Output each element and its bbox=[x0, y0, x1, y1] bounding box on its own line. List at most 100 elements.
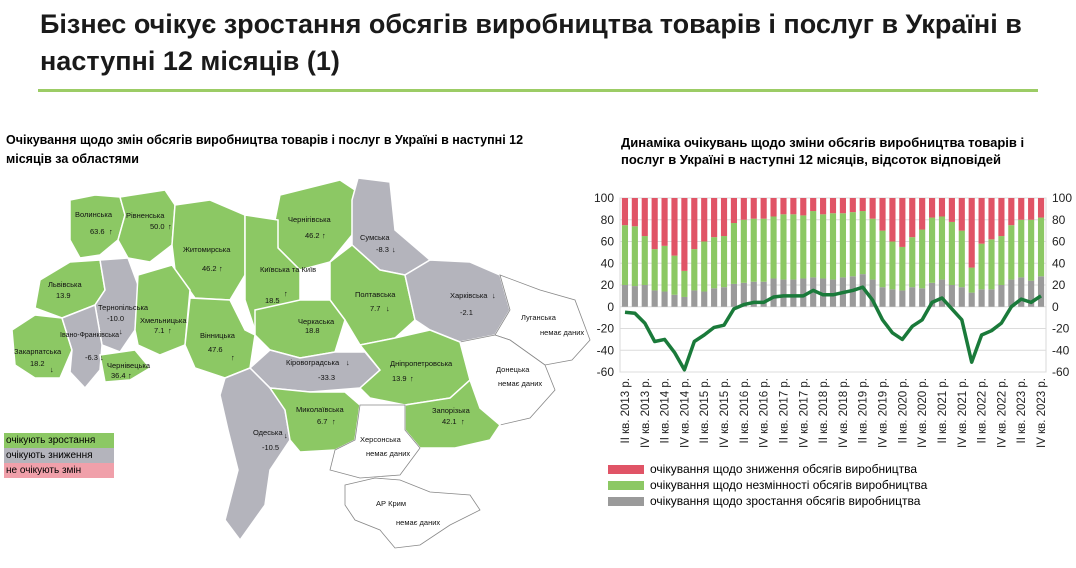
bar-segment bbox=[681, 198, 688, 271]
label-chernihivska: Чернігівська bbox=[288, 215, 332, 224]
bar-segment bbox=[820, 278, 827, 307]
region-shape-zakarpatska bbox=[11, 314, 73, 379]
bar-segment bbox=[899, 198, 906, 247]
x-tick-label: IV кв. 2023 р. bbox=[1036, 378, 1048, 448]
bar-segment bbox=[958, 230, 965, 288]
arrow-chernivetska: ↑ bbox=[128, 371, 132, 380]
y-tick-left: 60 bbox=[601, 235, 615, 249]
x-tick-label: IV кв. 2015 р. bbox=[719, 378, 731, 448]
y-tick-left: 20 bbox=[601, 278, 615, 292]
label-crimea: АР Крим bbox=[376, 499, 406, 508]
value-zakarpatska: 18.2 bbox=[30, 359, 45, 368]
label-lvivska: Львівська bbox=[48, 280, 82, 289]
x-tick-label: IV кв. 2022 р. bbox=[996, 378, 1008, 448]
chart-title: Динаміка очікувань щодо зміни обсягів ви… bbox=[621, 135, 1025, 167]
region-shape-khmelnytska bbox=[134, 264, 191, 356]
map-legend-growth: очікують зростання bbox=[4, 433, 114, 448]
chart-legend-decline: очікування щодо зниження обсягів виробни… bbox=[608, 462, 917, 476]
bar-segment bbox=[909, 237, 916, 288]
label-kharkivska: Харківська bbox=[450, 291, 488, 300]
x-tick-label: II кв. 2015 р. bbox=[699, 378, 711, 444]
bar-segment bbox=[839, 198, 846, 214]
bar-segment bbox=[750, 281, 757, 307]
label-rivnenska: Рівненська bbox=[126, 211, 165, 220]
chart-legend-growth: очікування щодо зростання обсягів виробн… bbox=[608, 494, 920, 508]
bar-segment bbox=[750, 218, 757, 282]
bar-segment bbox=[770, 216, 777, 279]
x-tick-label: IV кв. 2021 р. bbox=[957, 378, 969, 448]
y-tick-left: 100 bbox=[594, 191, 614, 205]
bar-segment bbox=[968, 292, 975, 307]
bar-segment bbox=[859, 198, 866, 212]
bar-segment bbox=[869, 279, 876, 307]
label-khmelnytska: Хмельницька bbox=[140, 316, 187, 325]
label-kirovohradska: Кіровоградська bbox=[286, 358, 340, 367]
bar-segment bbox=[701, 291, 708, 307]
arrow-chernihivska: ↑ bbox=[322, 231, 326, 240]
bar-segment bbox=[740, 219, 747, 283]
label-kyivska: Київська та Київ bbox=[260, 265, 316, 274]
value-crimea: немає даних bbox=[396, 518, 440, 527]
value-sumska: -8.3 bbox=[376, 245, 389, 254]
bar-segment bbox=[631, 286, 638, 307]
bar-segment bbox=[859, 211, 866, 275]
label-dnipropetrovska: Дніпропетровська bbox=[390, 359, 453, 368]
x-tick-label: II кв. 2019 р. bbox=[858, 378, 870, 444]
value-khmelnytska: 7.1 bbox=[154, 326, 164, 335]
bar-segment bbox=[621, 225, 629, 285]
bar-segment bbox=[1008, 279, 1015, 307]
y-tick-left: 40 bbox=[601, 256, 615, 270]
region-shape-khersonska bbox=[329, 404, 421, 479]
bar-segment bbox=[780, 198, 787, 215]
bar-segment bbox=[631, 226, 638, 287]
y-tick-right: -40 bbox=[1052, 343, 1070, 357]
label-sumska: Сумська bbox=[360, 233, 390, 242]
bar-segment bbox=[958, 287, 965, 307]
value-volynska: 63.6 bbox=[90, 227, 105, 236]
bar-segment bbox=[938, 216, 946, 280]
label-luhanska: Луганська bbox=[521, 313, 557, 322]
bar-segment bbox=[750, 198, 757, 219]
bar-segment bbox=[760, 281, 767, 307]
y-tick-right: -60 bbox=[1052, 365, 1070, 379]
bar-segment bbox=[720, 198, 728, 237]
x-tick-label: II кв. 2013 р. bbox=[620, 378, 632, 444]
bar-segment bbox=[1028, 198, 1035, 220]
bar-segment bbox=[681, 296, 688, 307]
arrow-kyivska: ↑ bbox=[284, 289, 288, 298]
bar-segment bbox=[1028, 219, 1035, 281]
bar-segment bbox=[978, 198, 985, 244]
label-ternopilska: Тернопільська bbox=[98, 303, 149, 312]
bar-segment bbox=[1018, 277, 1025, 307]
bar-segment bbox=[869, 198, 876, 219]
value-kyivska: 18.5 bbox=[265, 296, 280, 305]
bar-segment bbox=[829, 198, 837, 214]
value-khersonska: немає даних bbox=[366, 449, 410, 458]
x-tick-label: II кв. 2020 р. bbox=[897, 378, 909, 444]
bar-segment bbox=[909, 287, 916, 307]
bar-segment bbox=[998, 285, 1005, 307]
bar-segment bbox=[998, 198, 1005, 237]
bar-segment bbox=[1018, 219, 1025, 278]
label-mykolaivska: Миколаївська bbox=[296, 405, 344, 414]
bar-segment bbox=[928, 217, 936, 283]
value-rivnenska: 50.0 bbox=[150, 222, 165, 231]
bar-segment bbox=[730, 283, 738, 307]
region-shape-rivnenska bbox=[117, 189, 176, 263]
label-donetska: Донецька bbox=[496, 365, 530, 374]
bar-segment bbox=[1018, 198, 1025, 220]
bar-segment bbox=[790, 198, 797, 215]
bar-segment bbox=[720, 236, 728, 288]
bar-segment bbox=[829, 213, 837, 280]
x-tick-label: IV кв. 2013 р. bbox=[640, 378, 652, 448]
y-tick-left: -40 bbox=[597, 343, 615, 357]
map-legend-nochange: не очікують змін bbox=[4, 463, 114, 478]
region-shape-crimea bbox=[344, 477, 481, 549]
label-cherkaska: Черкаська bbox=[298, 317, 335, 326]
label-volynska: Волинська bbox=[75, 210, 113, 219]
value-vinnytska: 47.6 bbox=[208, 345, 223, 354]
bar-segment bbox=[671, 294, 678, 307]
bar-segment bbox=[671, 255, 678, 295]
legend-label-decline: очікування щодо зниження обсягів виробни… bbox=[650, 462, 918, 476]
bar-segment bbox=[711, 198, 718, 238]
